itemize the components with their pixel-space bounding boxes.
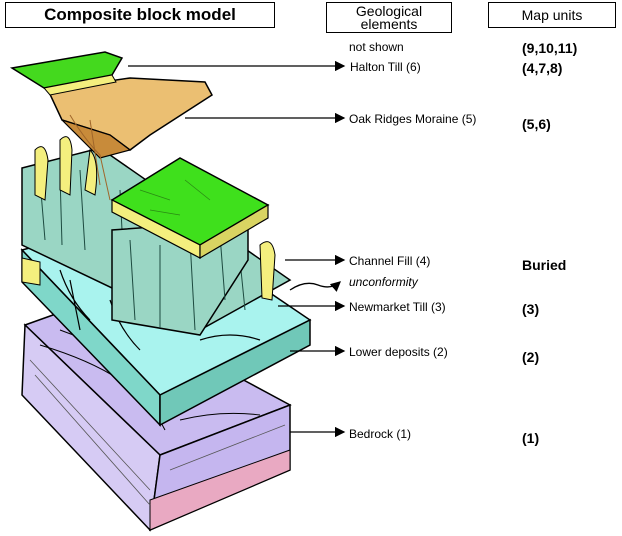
arrow-unconformity [289, 281, 341, 292]
label-lower-deposits: Lower deposits (2) [349, 345, 448, 359]
leader-lines [128, 60, 346, 438]
map-unit-not-shown: (9,10,11) [522, 40, 578, 56]
geological-elements-header: Geological elements [326, 2, 452, 33]
map-unit-lower-deposits: (2) [522, 349, 540, 365]
geo-header-line2: elements [360, 15, 418, 32]
label-channel-fill: Channel Fill (4) [349, 254, 431, 268]
geo-header-line1: Geological [355, 2, 423, 19]
halton-till-layer [9, 51, 124, 96]
map-unit-halton-till: (4,7,8) [522, 60, 563, 76]
label-halton-till: Halton Till (6) [350, 60, 421, 74]
map-unit-bedrock: (1) [522, 430, 540, 446]
label-not-shown: not shown [349, 40, 404, 54]
label-bedrock: Bedrock (1) [349, 427, 412, 441]
map-unit-newmarket-till: (3) [522, 301, 540, 317]
label-oak-ridges-moraine: Oak Ridges Moraine (5) [349, 112, 477, 126]
label-newmarket-till: Newmarket Till (3) [349, 300, 446, 314]
map-unit-oak-ridges: (5,6) [522, 116, 551, 132]
map-unit-channel-fill: Buried [522, 257, 567, 273]
block-model-header: Composite block model [5, 2, 275, 28]
label-unconformity: unconformity [349, 275, 418, 289]
map-units-header: Map units [488, 2, 616, 28]
oak-ridges-moraine-layer [46, 77, 213, 201]
channel-fill-block [110, 157, 270, 336]
